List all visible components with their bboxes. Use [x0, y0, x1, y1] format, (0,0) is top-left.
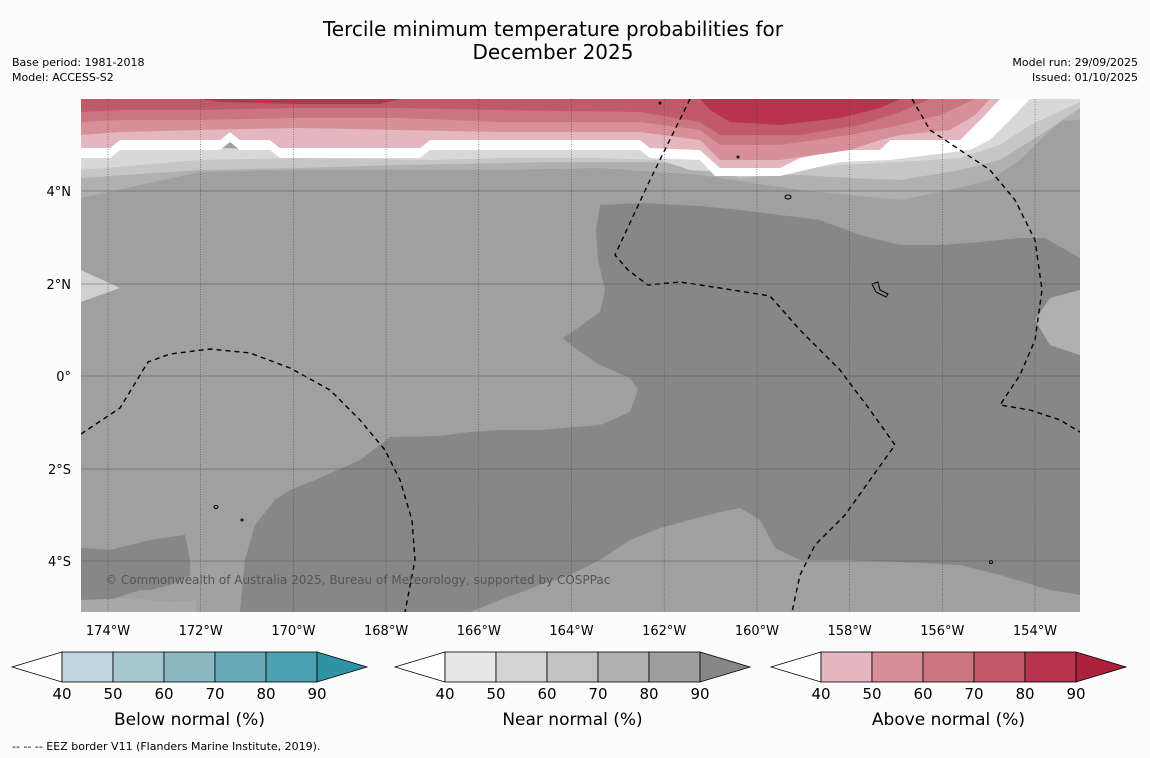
colorbar-tick-label: 80	[639, 685, 658, 703]
island-marker	[989, 560, 993, 564]
colorbar-segment	[214, 651, 267, 683]
colorbar-min-extension	[769, 651, 822, 683]
colorbar-max-extension	[1075, 651, 1128, 683]
island-marker	[213, 505, 219, 509]
colorbar-2: 40 50 60 70 80 90 Near normal (%)	[393, 651, 752, 730]
map-field	[81, 99, 1080, 612]
colorbar-segment	[648, 651, 701, 683]
gridlines	[81, 99, 1080, 612]
island-marker	[736, 155, 740, 159]
colorbar-segment	[973, 651, 1026, 683]
colorbar-segment	[265, 651, 318, 683]
colorbar-tick-label: 80	[1015, 685, 1034, 703]
colorbar-segment	[922, 651, 975, 683]
colorbar-tick-label: 50	[103, 685, 122, 703]
island-marker	[240, 518, 244, 522]
colorbar-tick-label: 70	[588, 685, 607, 703]
colorbar-tick-label: 60	[154, 685, 173, 703]
colorbar-segment	[163, 651, 216, 683]
metadata-left: Base period: 1981-2018 Model: ACCESS-S2	[12, 55, 144, 85]
lat-label: 4°S	[48, 555, 71, 570]
colorbars: 40 50 60 70 80 90 Below normal (%) 40 50 60 70 80 90…	[10, 651, 1128, 730]
colorbar-segment	[1024, 651, 1077, 683]
normal-gap-band	[81, 99, 1030, 176]
colorbar-tick-label: 90	[1066, 685, 1085, 703]
eez-footnote: -- -- -- EEZ border V11 (Flanders Marine…	[12, 740, 321, 753]
colorbar-tick-label: 50	[486, 685, 505, 703]
colorbar-1: 40 50 60 70 80 90 Below normal (%)	[10, 651, 369, 730]
title-line-1: Tercile minimum temperature probabilitie…	[322, 17, 784, 41]
lon-label: 166°W	[457, 624, 501, 639]
colorbar-min-extension	[10, 651, 63, 683]
islands	[213, 101, 993, 564]
near-normal-light-patch-east	[1035, 290, 1080, 355]
model-run: Model run: 29/09/2025	[1012, 56, 1138, 69]
colorbar-min-extension	[393, 651, 446, 683]
lon-label: 168°W	[364, 624, 408, 639]
lon-label: 156°W	[920, 624, 964, 639]
lat-label: 2°N	[47, 278, 72, 293]
base-period: Base period: 1981-2018	[12, 56, 145, 69]
title-line-2: December 2025	[472, 40, 634, 64]
colorbar-tick-label: 40	[52, 685, 71, 703]
colorbar-segment	[495, 651, 548, 683]
colorbar-segment	[546, 651, 599, 683]
colorbar-segment	[444, 651, 497, 683]
copyright-credit: © Commonwealth of Australia 2025, Bureau…	[105, 573, 610, 587]
lon-label: 158°W	[828, 624, 872, 639]
island-marker	[784, 194, 792, 200]
lon-label: 154°W	[1013, 624, 1057, 639]
metadata-right: Model run: 29/09/2025 Issued: 01/10/2025	[1012, 55, 1138, 85]
lon-label: 160°W	[735, 624, 779, 639]
colorbar-tick-label: 90	[307, 685, 326, 703]
colorbar-tick-label: 50	[862, 685, 881, 703]
chart-title: Tercile minimum temperature probabilitie…	[303, 18, 803, 64]
colorbar-segment	[820, 651, 873, 683]
lon-label: 174°W	[86, 624, 130, 639]
near-normal-light-patch-sw	[81, 598, 196, 612]
near-normal-light-patch-west	[81, 270, 120, 302]
lat-labels: 4°N 2°N 0° 2°S 4°S	[47, 185, 72, 570]
colorbar-max-extension	[316, 651, 369, 683]
colorbar-title: Above normal (%)	[872, 710, 1025, 730]
colorbar-segment	[871, 651, 924, 683]
model-name: Model: ACCESS-S2	[12, 71, 114, 84]
lon-label: 162°W	[642, 624, 686, 639]
lon-labels: 174°W 172°W 170°W 168°W 166°W 164°W 162°W 160°W…	[86, 624, 1057, 639]
colorbar-3: 40 50 60 70 80 90 Above normal (%)	[769, 651, 1128, 730]
colorbar-tick-label: 60	[537, 685, 556, 703]
colorbar-segment	[61, 651, 114, 683]
colorbar-title: Near normal (%)	[502, 710, 642, 730]
lat-label: 0°	[56, 370, 71, 385]
lon-label: 172°W	[179, 624, 223, 639]
island-marker	[871, 281, 889, 298]
near-normal-80-90-region-sw	[81, 535, 190, 600]
island-marker	[658, 101, 662, 105]
colorbar-segment	[597, 651, 650, 683]
colorbar-tick-label: 70	[205, 685, 224, 703]
lon-label: 164°W	[549, 624, 593, 639]
colorbar-tick-label: 40	[811, 685, 830, 703]
above-normal-80-90-band	[200, 99, 900, 125]
colorbar-segment	[112, 651, 165, 683]
lat-label: 4°N	[47, 185, 72, 200]
near-normal-80-90-region	[81, 203, 1080, 612]
colorbar-tick-label: 80	[256, 685, 275, 703]
colorbar-tick-label: 70	[964, 685, 983, 703]
eez-border-east	[911, 99, 1080, 433]
colorbar-tick-label: 90	[690, 685, 709, 703]
lat-label: 2°S	[48, 463, 71, 478]
colorbar-tick-label: 40	[435, 685, 454, 703]
colorbar-max-extension	[699, 651, 752, 683]
colorbar-title: Below normal (%)	[114, 710, 265, 730]
eez-borders	[81, 99, 1080, 612]
issued-date: Issued: 01/10/2025	[1031, 71, 1138, 84]
eez-border-west	[81, 348, 416, 612]
lon-label: 170°W	[271, 624, 315, 639]
colorbar-tick-label: 60	[913, 685, 932, 703]
